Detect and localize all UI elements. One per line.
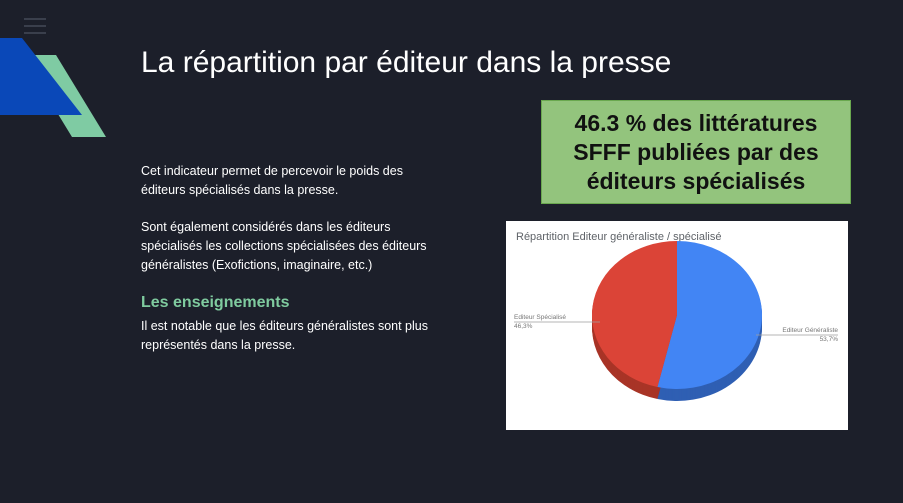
blue-stripe (0, 38, 82, 115)
value-specialise: 46,3% (514, 323, 533, 330)
value-generaliste: 53,7% (820, 336, 839, 343)
callout-text: 46.3 % des littératures SFFF publiées pa… (573, 109, 819, 194)
decorative-stripes (0, 38, 106, 137)
pie-slice-specialise[interactable] (591, 241, 677, 388)
findings-paragraph: Il est notable que les éditeurs générali… (141, 319, 428, 352)
pie-chart-svg: Editeur Spécialisé 46,3% Editeur Généralis… (514, 241, 839, 401)
findings-heading: Les enseignements (141, 294, 290, 311)
key-figure-callout: 46.3 % des littératures SFFF publiées pa… (541, 100, 851, 204)
pie-slice-generaliste[interactable] (657, 241, 762, 389)
label-specialise: Editeur Spécialisé (514, 314, 566, 321)
scope-paragraph: Sont également considérés dans les édite… (141, 220, 427, 272)
label-generaliste: Editeur Généraliste (782, 327, 838, 334)
hamburger-menu-icon[interactable] (24, 18, 46, 34)
pie-chart: Répartition Editeur généraliste / spécia… (506, 221, 848, 430)
slide-title: La répartition par éditeur dans la press… (141, 46, 672, 79)
chart-title: Répartition Editeur généraliste / spécia… (516, 231, 722, 243)
intro-paragraph: Cet indicateur permet de percevoir le po… (141, 164, 403, 197)
